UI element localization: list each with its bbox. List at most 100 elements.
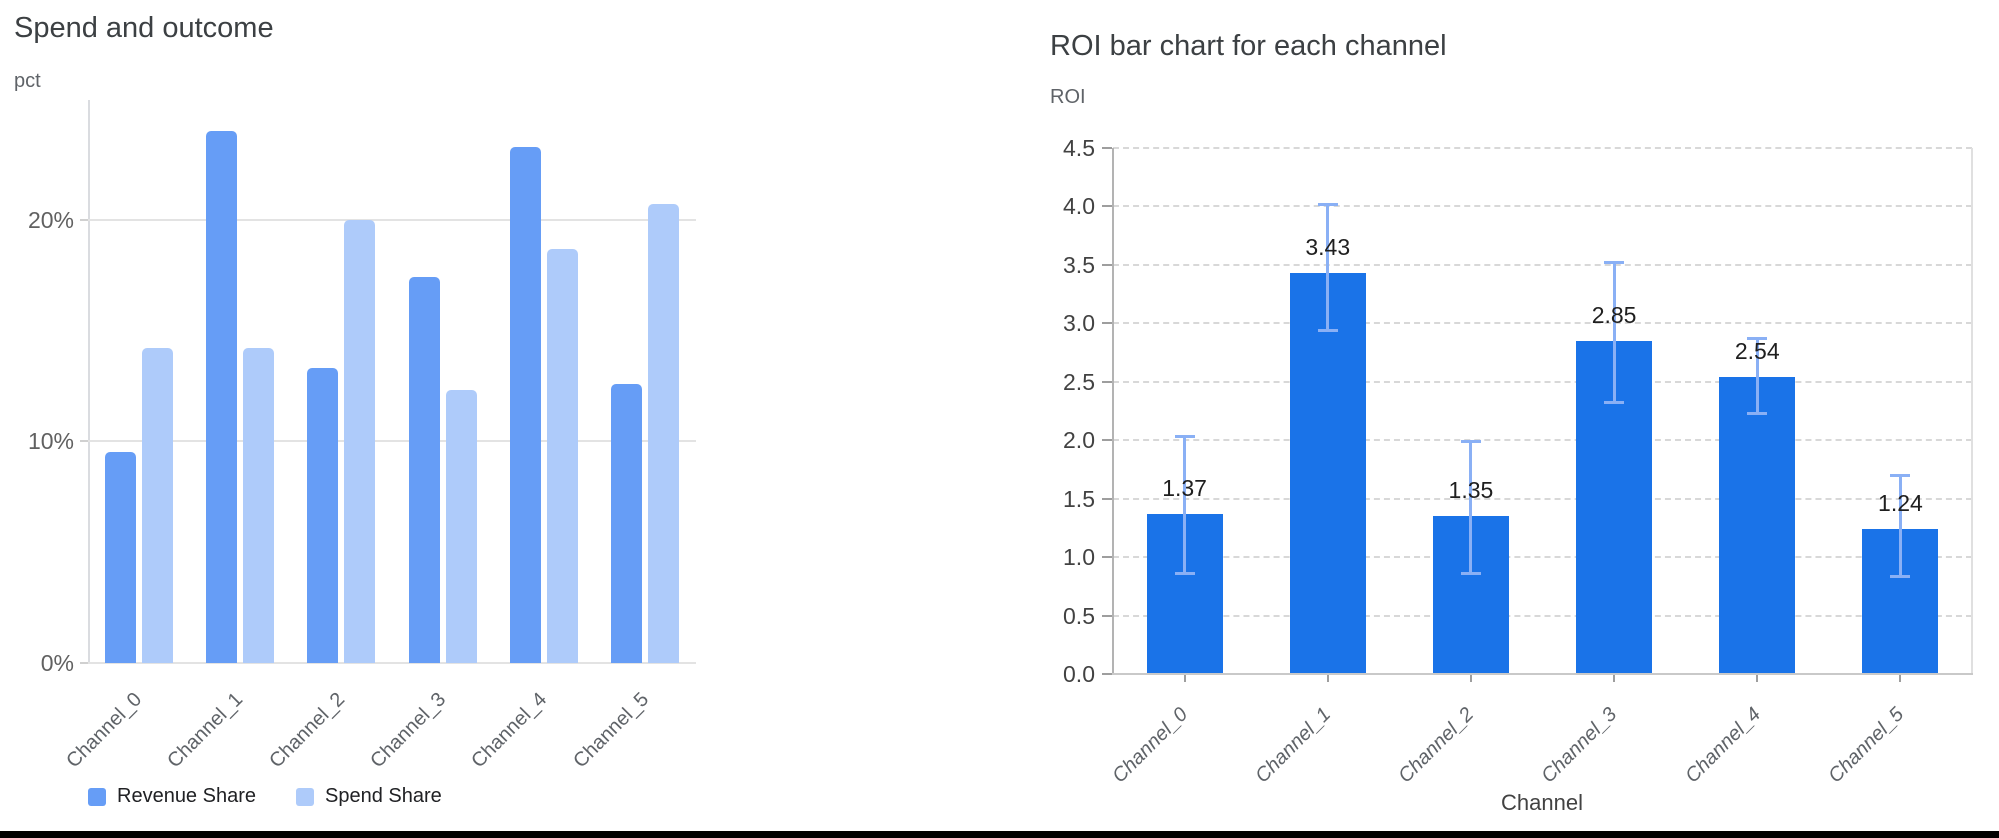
- legend-item: Spend Share: [295, 785, 442, 808]
- bar-value-label: 2.54: [1734, 338, 1780, 365]
- legend-swatch: [295, 787, 314, 806]
- bar-value-label: 1.24: [1878, 490, 1923, 517]
- bar-revenue-share: [104, 452, 136, 663]
- y-tick-label: 2.5: [1063, 368, 1095, 395]
- gridline: [1113, 439, 1972, 442]
- error-bar-cap: [1460, 571, 1481, 575]
- x-tick-mark: [1326, 674, 1329, 682]
- gridline: [1113, 322, 1972, 325]
- y-tick-label: 3.5: [1063, 251, 1095, 278]
- y-tick-mark: [1102, 263, 1112, 266]
- y-tick-label: 10%: [27, 428, 74, 455]
- x-tick-label: Channel_0: [1108, 703, 1193, 788]
- gridline: [88, 440, 696, 443]
- bar-revenue-share: [408, 277, 440, 663]
- y-tick-mark: [1102, 380, 1112, 383]
- y-tick-mark: [1102, 673, 1112, 675]
- bar-spend-share: [445, 390, 477, 663]
- bar-revenue-share: [307, 368, 339, 663]
- gridline: [1113, 205, 1972, 208]
- gridline: [1113, 147, 1972, 149]
- error-bar-line: [1612, 262, 1616, 403]
- legend-item: Revenue Share: [88, 785, 256, 808]
- left-y-axis-line: [88, 100, 90, 663]
- y-tick-label: 1.5: [1063, 485, 1095, 512]
- error-bar-line: [1898, 475, 1902, 577]
- right-right-spine: [1971, 148, 1973, 674]
- y-tick-mark: [1102, 147, 1112, 149]
- roi-bar: [1289, 273, 1366, 674]
- x-tick-mark: [1469, 674, 1472, 682]
- spend-outcome-plot-area: 0% 10% 20% Channel_0 Channel_1 Channel_2 Chann…: [28, 100, 696, 772]
- error-bar-cap: [1460, 439, 1481, 443]
- gridline: [1113, 263, 1972, 266]
- x-tick-label: Channel_4: [467, 688, 552, 773]
- error-bar-cap: [1890, 473, 1911, 477]
- x-tick-mark: [1183, 674, 1186, 682]
- left-chart-unit-label: pct: [14, 70, 41, 92]
- y-tick-mark: [80, 440, 88, 443]
- error-bar-line: [1755, 338, 1759, 414]
- gridline: [1113, 614, 1972, 617]
- legend-swatch: [88, 787, 106, 806]
- bar-revenue-share: [611, 383, 643, 663]
- gridline: [88, 218, 696, 221]
- bar-spend-share: [243, 348, 274, 663]
- bar-spend-share: [141, 348, 173, 663]
- window-bottom-edge: [0, 831, 1999, 838]
- error-bar-cap: [1747, 411, 1768, 415]
- x-tick-mark: [1756, 674, 1759, 682]
- error-bar-cap: [1317, 328, 1338, 332]
- error-bar-cap: [1747, 337, 1768, 341]
- y-tick-label: 1.0: [1063, 544, 1095, 571]
- bar-value-label: 3.43: [1305, 234, 1351, 261]
- right-chart-unit-label: ROI: [1050, 86, 1086, 108]
- x-tick-label: Channel_1: [163, 688, 248, 773]
- x-tick-label: Channel_1: [1251, 703, 1336, 788]
- y-tick-mark: [1102, 439, 1112, 442]
- x-tick-label: Channel_3: [1537, 703, 1622, 788]
- x-tick-label: Channel_5: [1823, 703, 1908, 788]
- y-tick-label: 0.0: [1063, 661, 1095, 687]
- right-x-axis-line: [1112, 673, 1973, 675]
- x-tick-label: Channel_5: [568, 688, 653, 773]
- legend-label: Spend Share: [324, 785, 442, 807]
- right-chart-title: ROI bar chart for each channel: [1050, 30, 1447, 62]
- y-tick-label: 20%: [27, 206, 74, 233]
- roi-plot-area: 0.0 0.5 1.0 1.5 2.0 2.5 3.0 3.5 4.0 4.5 1.37 Channe…: [1063, 136, 1973, 787]
- gridline: [1113, 556, 1972, 559]
- gridline: [1113, 497, 1972, 500]
- error-bar-cap: [1604, 401, 1625, 405]
- x-tick-label: Channel_3: [366, 688, 451, 773]
- bar-value-label: 2.85: [1591, 301, 1637, 328]
- bar-value-label: 1.35: [1448, 477, 1494, 504]
- error-bar-cap: [1174, 571, 1195, 575]
- error-bar-cap: [1174, 435, 1195, 439]
- gridline: [88, 662, 696, 664]
- error-bar-cap: [1317, 202, 1338, 206]
- x-tick-mark: [1899, 674, 1902, 682]
- right-x-axis-title: Channel: [1501, 790, 1583, 815]
- y-tick-mark: [1102, 205, 1112, 208]
- x-tick-label: Channel_0: [62, 688, 147, 773]
- error-bar-line: [1183, 436, 1187, 574]
- x-tick-mark: [1613, 674, 1616, 682]
- y-tick-mark: [80, 218, 88, 221]
- y-tick-label: 0.5: [1063, 602, 1095, 629]
- y-tick-label: 4.5: [1063, 135, 1095, 161]
- y-tick-label: 3.0: [1063, 310, 1095, 337]
- error-bar-line: [1469, 441, 1473, 574]
- bar-spend-share: [648, 204, 680, 663]
- error-bar-cap: [1890, 575, 1911, 579]
- right-left-spine: [1112, 148, 1114, 674]
- error-bar-cap: [1604, 261, 1625, 265]
- x-tick-label: Channel_2: [1394, 703, 1479, 788]
- x-tick-label: Channel_2: [264, 688, 349, 773]
- y-tick-mark: [80, 662, 88, 664]
- error-bar-line: [1326, 204, 1330, 331]
- y-tick-label: 4.0: [1063, 193, 1095, 220]
- x-tick-label: Channel_4: [1680, 703, 1765, 788]
- gridline: [1113, 380, 1972, 383]
- legend-label: Revenue Share: [117, 785, 256, 807]
